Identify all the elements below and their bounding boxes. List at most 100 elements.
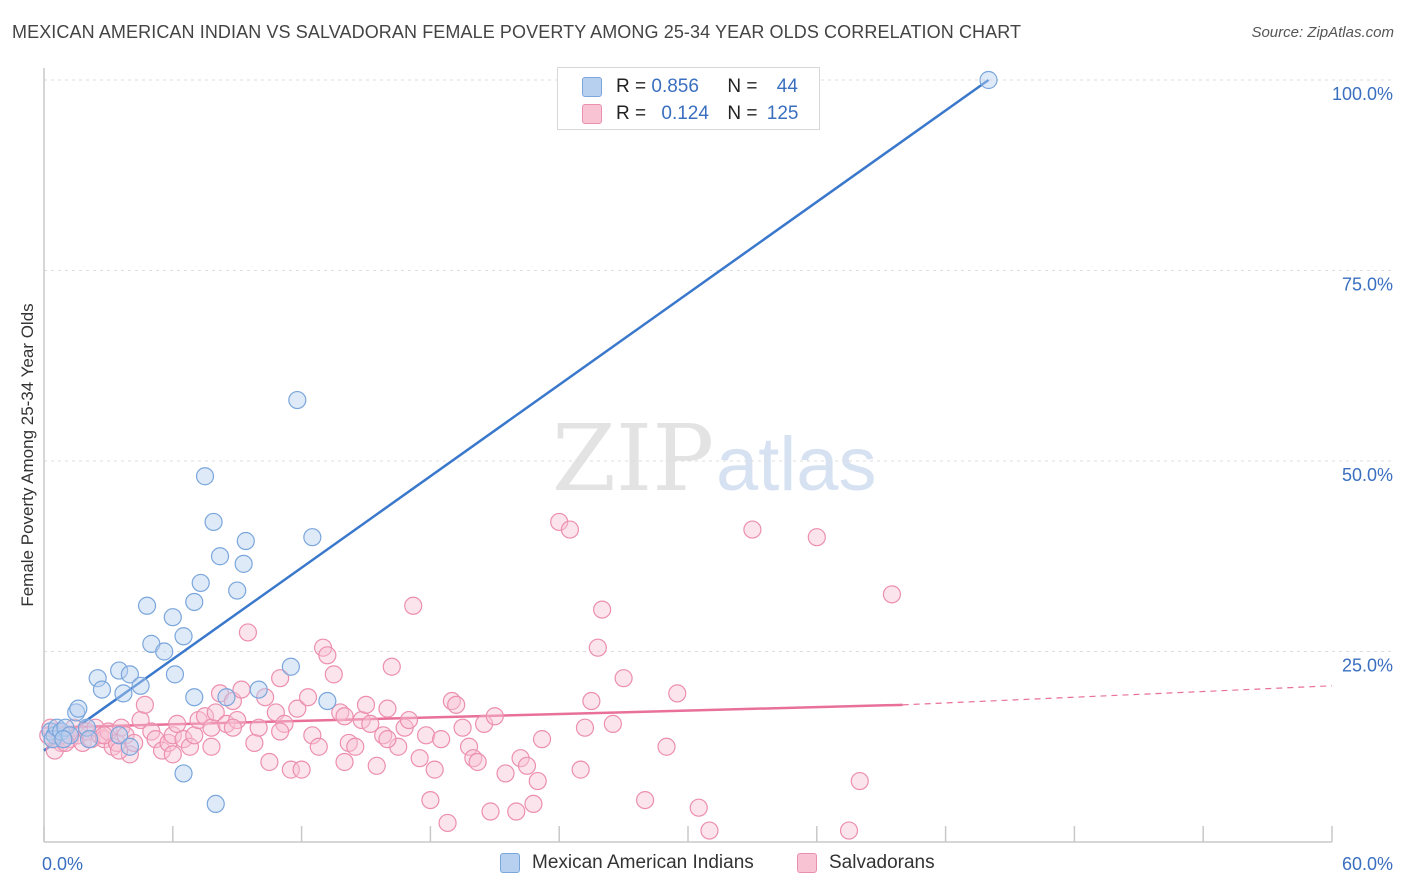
x-tick-label-min: 0.0% <box>42 854 83 874</box>
y-tick-label: 75.0% <box>1342 275 1393 295</box>
point-mexican-american-indians <box>206 794 225 814</box>
point-salvadorans <box>575 718 595 737</box>
point-salvadorans <box>110 741 129 760</box>
point-salvadorans <box>271 669 290 688</box>
chart-title: MEXICAN AMERICAN INDIAN VS SALVADORAN FE… <box>12 22 1022 42</box>
point-salvadorans <box>324 665 343 684</box>
point-salvadorans <box>309 737 328 756</box>
point-salvadorans <box>410 749 429 768</box>
legend-row-mexican-american-indians: R = 0.856 N = 44 <box>582 75 798 99</box>
point-salvadorans <box>882 585 902 604</box>
stats-legend: R = 0.856 N = 44 R = 0.124 N = 125 <box>557 67 820 130</box>
point-salvadorans <box>271 722 290 741</box>
point-mexican-american-indians <box>110 661 129 680</box>
legend-r-label: R = <box>616 76 652 97</box>
point-salvadorans <box>582 691 601 711</box>
point-mexican-american-indians <box>110 726 129 745</box>
point-salvadorans <box>496 764 515 783</box>
point-salvadorans <box>807 528 826 547</box>
bottom-legend-mexican-american-indians: Mexican American Indians <box>500 852 754 874</box>
point-mexican-american-indians <box>120 737 139 756</box>
point-salvadorans <box>163 745 182 764</box>
point-mexican-american-indians <box>88 669 107 688</box>
point-salvadorans <box>453 718 472 737</box>
point-mexican-american-indians <box>131 676 150 695</box>
chart-source: Source: ZipAtlas.com <box>1251 24 1394 41</box>
legend-n-value: 44 <box>776 76 798 97</box>
point-salvadorans <box>202 718 221 737</box>
point-salvadorans <box>206 703 225 722</box>
point-mexican-american-indians <box>979 70 998 90</box>
point-salvadorans <box>361 714 380 733</box>
point-salvadorans <box>485 707 504 726</box>
point-salvadorans <box>657 737 676 756</box>
point-salvadorans <box>167 714 187 733</box>
point-mexican-american-indians <box>69 699 88 718</box>
point-mexican-american-indians <box>114 684 133 703</box>
point-salvadorans <box>185 726 204 745</box>
point-salvadorans <box>459 737 479 756</box>
point-mexican-american-indians <box>92 680 112 699</box>
point-mexican-american-indians <box>195 467 215 486</box>
point-mexican-american-indians <box>155 642 174 661</box>
point-mexican-american-indians <box>174 764 193 783</box>
point-mexican-american-indians <box>228 581 247 600</box>
point-salvadorans <box>560 520 580 539</box>
point-mexican-american-indians <box>77 718 97 737</box>
point-salvadorans <box>532 730 552 749</box>
point-salvadorans <box>404 596 423 615</box>
point-mexican-american-indians <box>234 554 253 573</box>
point-salvadorans <box>507 802 526 821</box>
point-salvadorans <box>839 821 859 840</box>
point-salvadorans <box>223 718 243 737</box>
point-salvadorans <box>417 726 436 745</box>
legend-swatch-blue <box>582 77 602 97</box>
point-salvadorans <box>256 688 275 707</box>
trendline-salvadorans-extension <box>902 685 1333 706</box>
point-salvadorans <box>288 699 307 718</box>
point-mexican-american-indians <box>249 680 268 699</box>
legend-swatch-pink <box>582 104 602 124</box>
point-salvadorans <box>528 771 547 791</box>
point-salvadorans <box>367 756 386 775</box>
point-mexican-american-indians <box>318 691 337 711</box>
legend-row-salvadorans: R = 0.124 N = 125 <box>582 102 798 126</box>
point-salvadorans <box>850 771 869 791</box>
legend-r-label: R = <box>616 103 652 124</box>
point-mexican-american-indians <box>236 531 255 551</box>
point-salvadorans <box>163 726 182 745</box>
point-salvadorans <box>152 741 172 760</box>
point-salvadorans <box>635 790 655 810</box>
point-salvadorans <box>511 749 530 768</box>
point-salvadorans <box>298 688 318 707</box>
point-salvadorans <box>135 695 154 714</box>
point-mexican-american-indians <box>210 547 230 566</box>
point-mexican-american-indians <box>174 627 193 646</box>
point-salvadorans <box>245 733 264 753</box>
point-salvadorans <box>120 745 139 764</box>
trendline-salvadorans <box>43 703 903 729</box>
point-salvadorans <box>318 646 337 665</box>
bottom-legend-salvadorans: Salvadorans <box>797 852 935 874</box>
point-salvadorans <box>425 760 444 779</box>
point-mexican-american-indians <box>288 390 307 410</box>
point-salvadorans <box>438 813 457 833</box>
point-salvadorans <box>95 726 114 745</box>
point-mexican-american-indians <box>303 528 322 547</box>
point-salvadorans <box>447 695 466 714</box>
legend-n-label: N = <box>727 103 763 124</box>
x-tick-label-max: 60.0% <box>1342 854 1393 874</box>
point-salvadorans <box>571 760 590 779</box>
point-salvadorans <box>700 821 719 840</box>
point-salvadorans <box>743 520 762 539</box>
point-salvadorans <box>180 737 200 756</box>
point-mexican-american-indians <box>204 512 223 532</box>
legend-n-value: 125 <box>766 103 799 124</box>
bottom-legend-label: Mexican American Indians <box>532 852 754 873</box>
bottom-legend-swatch-pink <box>797 853 817 873</box>
point-salvadorans <box>260 752 279 772</box>
point-mexican-american-indians <box>163 608 182 627</box>
point-mexican-american-indians <box>217 688 236 707</box>
legend-r-value: 0.856 <box>651 76 699 97</box>
